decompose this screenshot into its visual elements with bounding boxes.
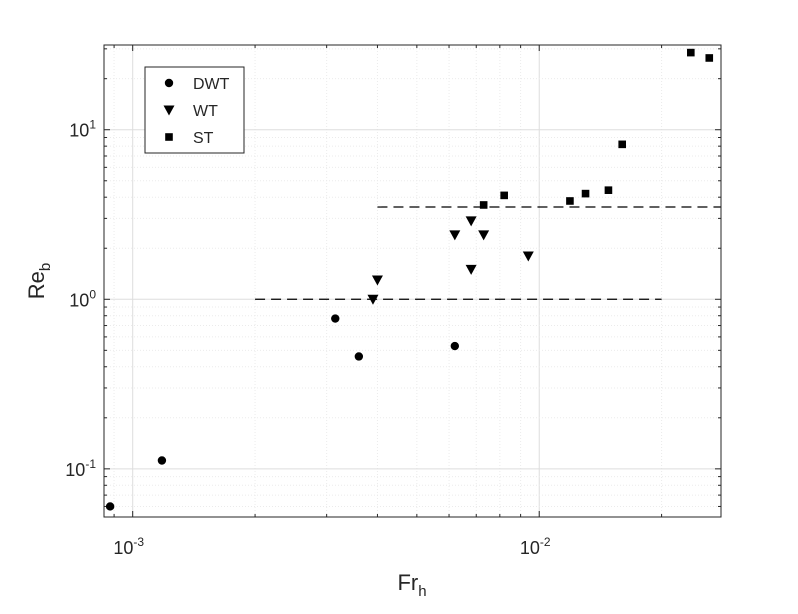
- x-tick-labels: 10-3 10-2: [113, 535, 551, 558]
- legend-box: [144, 66, 245, 154]
- data-point-dwt: [105, 502, 115, 511]
- data-point-wt: [478, 230, 490, 241]
- data-point-st: [479, 201, 488, 209]
- y-axis-label-base: Re: [24, 271, 49, 299]
- data-point-wt: [371, 275, 383, 286]
- data-point-dwt: [157, 456, 167, 465]
- data-point-wt: [522, 251, 534, 262]
- y-tick-label-base: 10: [69, 121, 89, 141]
- y-tick-label-exponent: 1: [89, 118, 96, 132]
- y-tick-label-exponent: 0: [89, 287, 96, 301]
- legend-label-dwt: DWT: [193, 76, 230, 93]
- data-point-wt: [465, 264, 477, 275]
- data-point-wt: [367, 294, 379, 305]
- data-point-st: [581, 189, 590, 198]
- x-axis-label: Frh: [397, 570, 426, 600]
- x-axis-label-sub: h: [418, 583, 426, 600]
- data-point-dwt: [450, 341, 460, 351]
- legend-marker-dwt: [164, 78, 174, 88]
- data-point-wt: [465, 216, 477, 227]
- y-axis-label-sub: b: [37, 263, 54, 271]
- data-point-st: [604, 186, 613, 194]
- y-tick-label: 101: [69, 118, 96, 141]
- x-tick-label-base: 10: [520, 538, 540, 558]
- x-axis-label-base: Fr: [397, 570, 418, 595]
- data-markers: [105, 48, 714, 511]
- data-point-st: [500, 191, 508, 200]
- data-point-dwt: [354, 352, 364, 361]
- reference-lines: [255, 206, 721, 300]
- legend-label-wt: WT: [193, 103, 218, 120]
- data-point-st: [618, 140, 626, 149]
- y-tick-label-exponent: -1: [85, 457, 96, 471]
- data-point-st: [566, 197, 574, 205]
- x-tick-label-exponent: -3: [133, 535, 144, 549]
- x-tick-label-exponent: -2: [540, 535, 551, 549]
- y-tick-label-base: 10: [69, 290, 89, 310]
- data-point-st: [705, 54, 714, 62]
- plot-frame: [103, 44, 722, 518]
- data-point-st: [687, 48, 695, 57]
- y-tick-label: 100: [69, 287, 96, 310]
- x-tick-label-base: 10: [113, 538, 133, 558]
- y-tick-label: 10-1: [65, 457, 96, 480]
- legend-marker-st: [165, 133, 173, 141]
- legend-label-st: ST: [193, 130, 214, 147]
- x-tick-label: 10-3: [113, 535, 144, 558]
- y-tick-label-base: 10: [65, 460, 85, 480]
- x-tick-label: 10-2: [520, 535, 551, 558]
- legend-marker-wt: [163, 105, 175, 116]
- data-point-wt: [449, 230, 461, 241]
- data-point-dwt: [331, 314, 340, 323]
- legend: DWT WT ST: [144, 66, 245, 154]
- y-axis-label: Reb: [24, 263, 54, 299]
